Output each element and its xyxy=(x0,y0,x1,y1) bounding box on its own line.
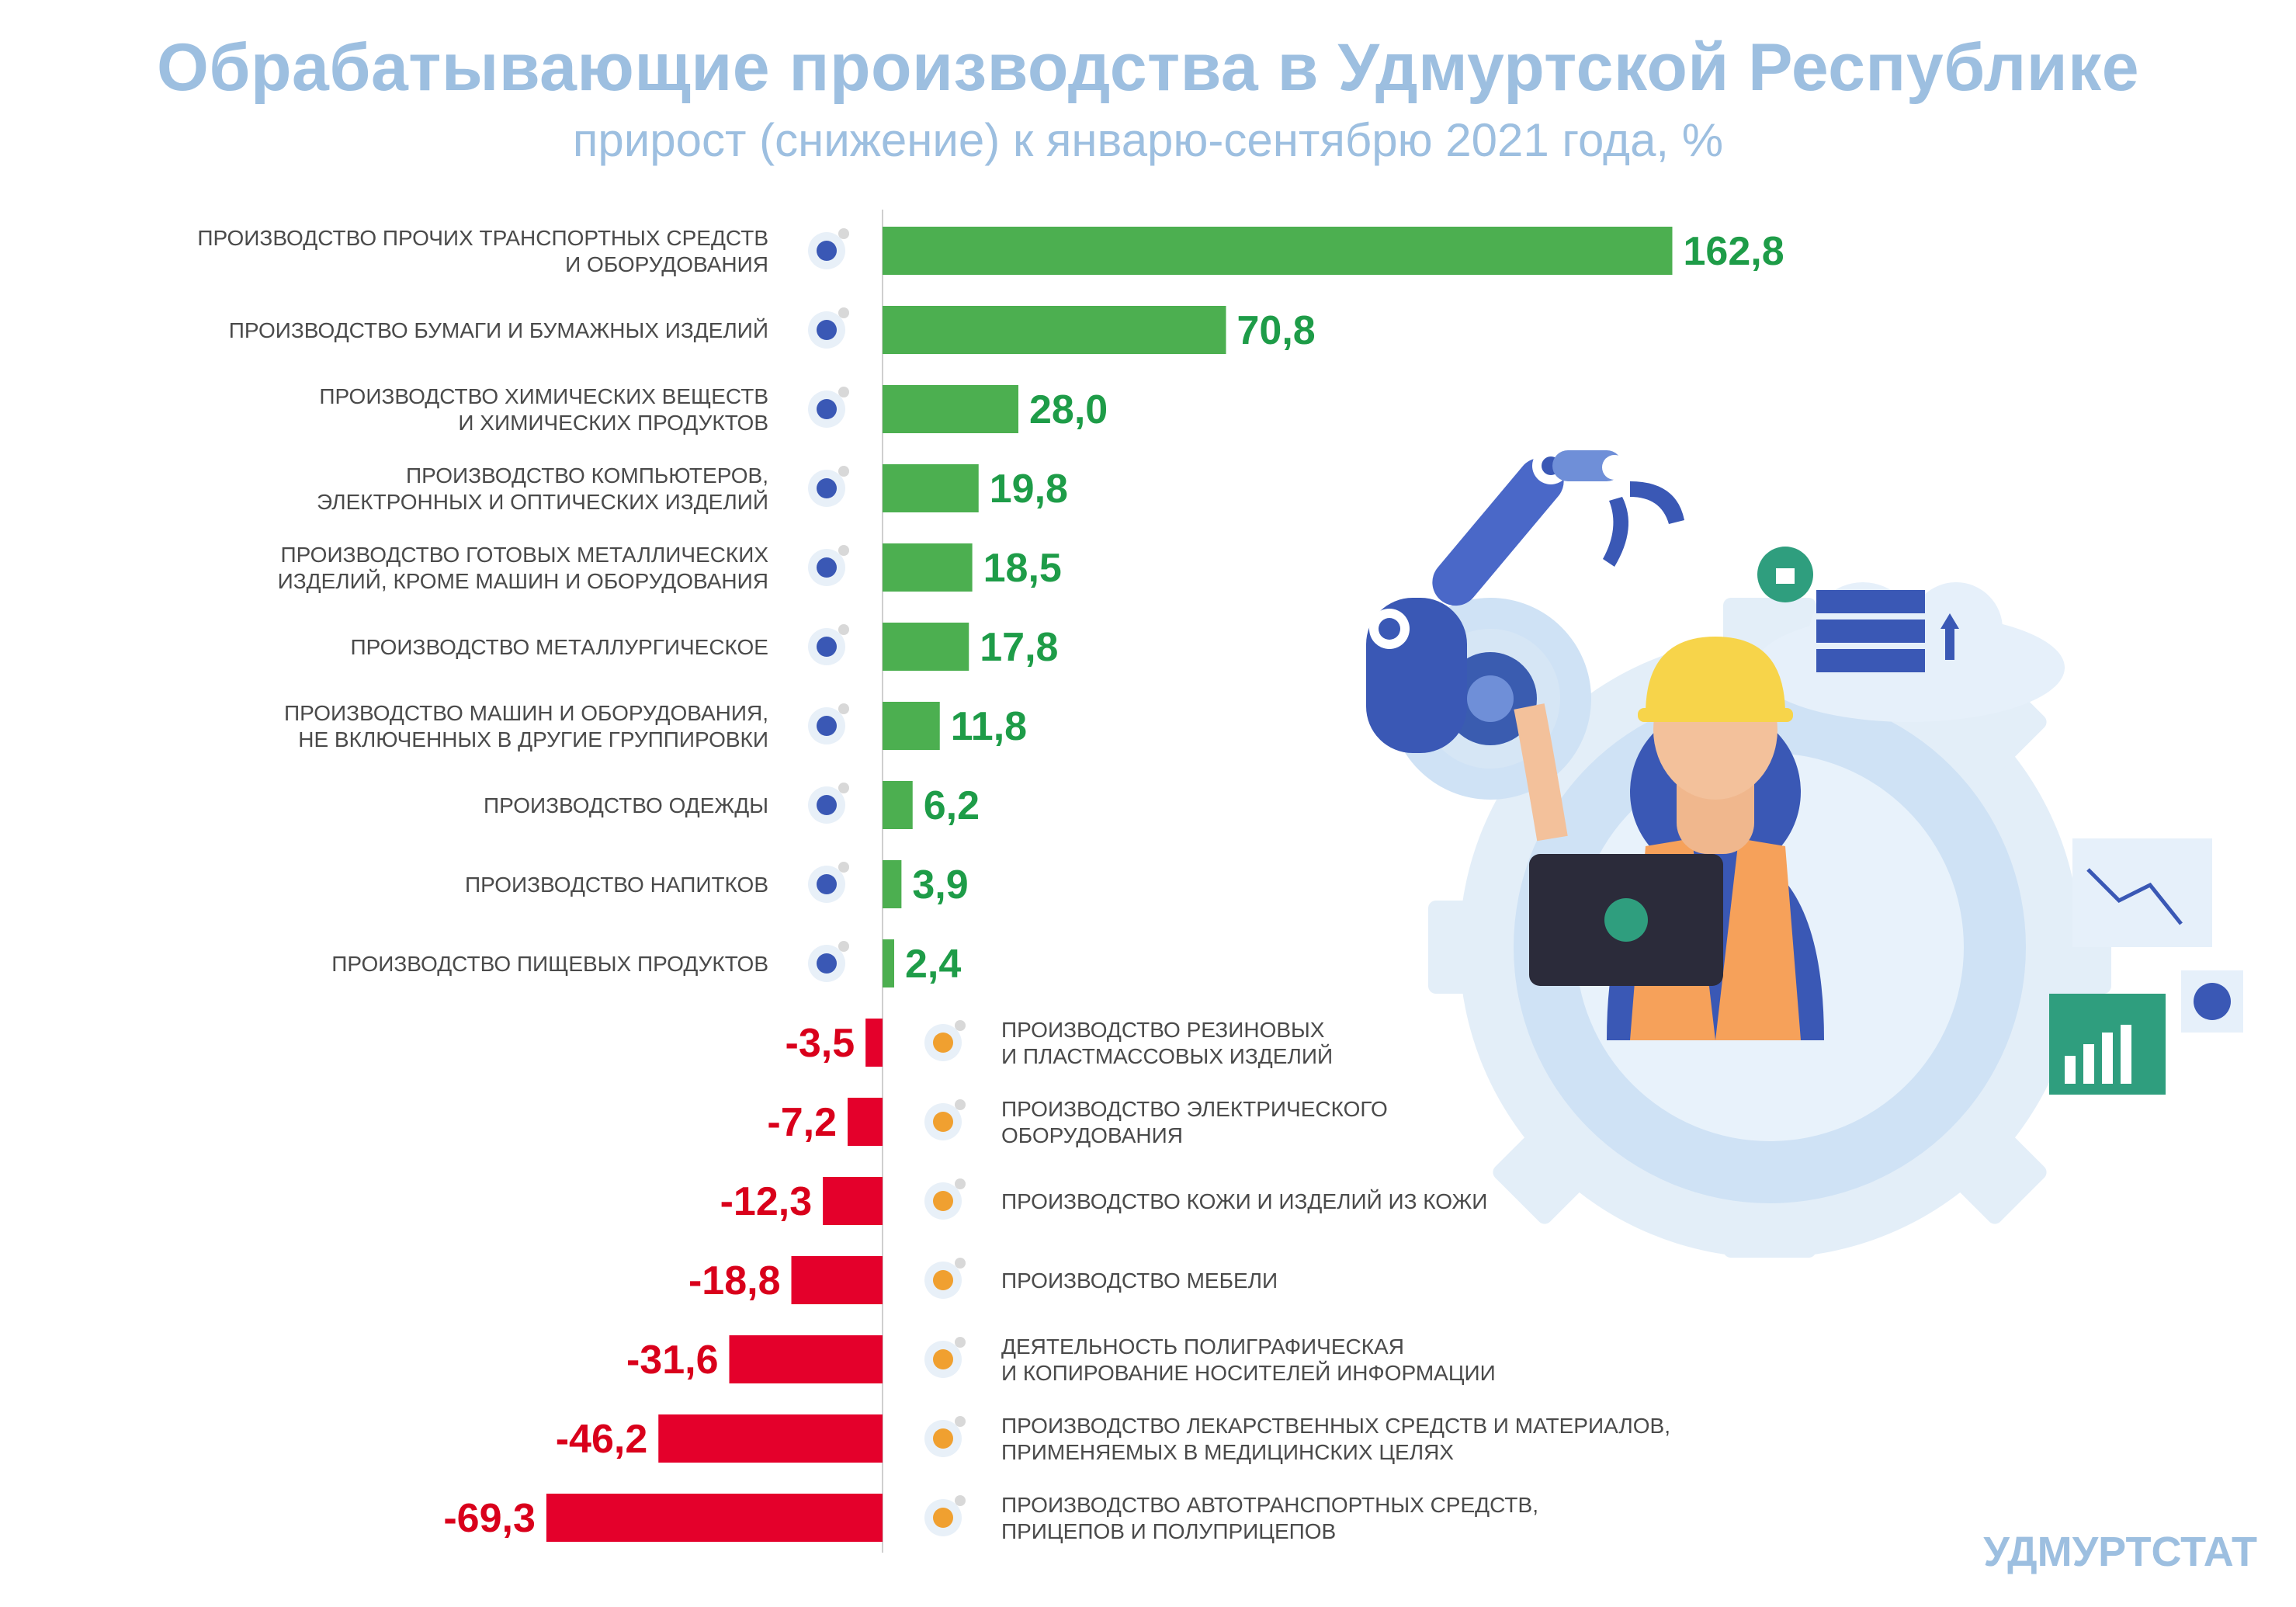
bottle-icon xyxy=(808,862,849,903)
paper-book-icon xyxy=(808,307,849,349)
value-label-16: -46,2 xyxy=(556,1417,648,1462)
category-label-17: ПРОИЗВОДСТВО АВТОТРАНСПОРТНЫХ СРЕДСТВ, ПР… xyxy=(1001,1493,1538,1543)
printed-photos-icon xyxy=(924,1337,966,1378)
value-label-4: 19,8 xyxy=(990,467,1068,512)
category-label-2: ПРОИЗВОДСТВО БУМАГИ И БУМАЖНЫХ ИЗДЕЛИЙ xyxy=(229,318,768,342)
bicycle-icon xyxy=(808,228,849,269)
robot-arm-icon xyxy=(808,703,849,744)
bar-14 xyxy=(791,1256,883,1304)
bar-3 xyxy=(883,385,1018,433)
test-tube-icon xyxy=(808,387,849,428)
car-icon xyxy=(924,1495,966,1536)
value-label-1: 162,8 xyxy=(1684,229,1784,274)
value-label-14: -18,8 xyxy=(688,1258,781,1303)
category-label-8: ПРОИЗВОДСТВО ОДЕЖДЫ xyxy=(484,793,768,817)
bar-8 xyxy=(883,781,913,829)
cloud-server-icon xyxy=(1754,547,2065,722)
category-label-7: ПРОИЗВОДСТВО МАШИН И ОБОРУДОВАНИЯ, НЕ ВКЛ… xyxy=(284,701,768,751)
bar-10 xyxy=(883,939,894,987)
category-label-16: ПРОИЗВОДСТВО ЛЕКАРСТВЕННЫХ СРЕДСТВ И МАТ… xyxy=(1001,1414,1670,1464)
category-label-3: ПРОИЗВОДСТВО ХИМИЧЕСКИХ ВЕЩЕСТВ И ХИМИЧЕС… xyxy=(319,384,768,435)
category-label-14: ПРОИЗВОДСТВО МЕБЕЛИ xyxy=(1001,1269,1278,1293)
medicine-jar-icon xyxy=(924,1416,966,1457)
category-label-4: ПРОИЗВОДСТВО КОМПЬЮТЕРОВ, ЭЛЕКТРОННЫХ И О… xyxy=(317,463,768,514)
bar-4 xyxy=(883,464,979,512)
value-label-8: 6,2 xyxy=(924,783,980,828)
bar-12 xyxy=(848,1098,883,1146)
category-label-10: ПРОИЗВОДСТВО ПИЩЕВЫХ ПРОДУКТОВ xyxy=(331,952,768,976)
value-label-5: 18,5 xyxy=(983,546,1062,591)
value-label-2: 70,8 xyxy=(1237,308,1316,353)
bar-13 xyxy=(823,1177,883,1225)
bar-11 xyxy=(865,1019,883,1067)
bar-1 xyxy=(883,227,1673,275)
value-label-13: -12,3 xyxy=(720,1179,813,1224)
value-label-11: -3,5 xyxy=(786,1021,855,1066)
worker-illustration xyxy=(1366,447,2243,1258)
value-label-3: 28,0 xyxy=(1029,387,1108,432)
value-label-6: 17,8 xyxy=(980,625,1058,670)
bar-17 xyxy=(546,1494,883,1542)
worker-icon xyxy=(1514,637,1824,1040)
chart-title: Обрабатывающие производства в Удмуртской… xyxy=(156,30,2140,105)
category-label-11: ПРОИЗВОДСТВО РЕЗИНОВЫХ И ПЛАСТМАССОВЫХ ИЗ… xyxy=(1001,1018,1333,1068)
value-label-17: -69,3 xyxy=(443,1496,536,1541)
bar-5 xyxy=(883,543,973,592)
bar-9 xyxy=(883,860,902,908)
value-label-9: 3,9 xyxy=(912,863,968,908)
bar-2 xyxy=(883,306,1226,354)
leather-hide-icon xyxy=(924,1178,966,1220)
wardrobe-icon xyxy=(924,1258,966,1299)
value-label-10: 2,4 xyxy=(905,942,961,987)
category-label-13: ПРОИЗВОДСТВО КОЖИ И ИЗДЕЛИЙ ИЗ КОЖИ xyxy=(1001,1189,1487,1213)
monitor-icon xyxy=(808,466,849,507)
category-label-1: ПРОИЗВОДСТВО ПРОЧИХ ТРАНСПОРТНЫХ СРЕДСТВ… xyxy=(197,226,768,276)
gears-icon xyxy=(808,545,849,586)
value-label-12: -7,2 xyxy=(767,1100,837,1145)
drill-icon xyxy=(924,1099,966,1140)
bar-16 xyxy=(658,1414,883,1463)
category-label-9: ПРОИЗВОДСТВО НАПИТКОВ xyxy=(465,873,768,897)
bar-6 xyxy=(883,623,969,671)
chart-subtitle: прирост (снижение) к январю-сентябрю 202… xyxy=(572,114,1724,166)
chart-panels-icon xyxy=(2049,838,2243,1095)
bar-7 xyxy=(883,702,940,750)
category-label-5: ПРОИЗВОДСТВО ГОТОВЫХ МЕТАЛЛИЧЕСКИХ ИЗДЕЛИ… xyxy=(278,543,769,593)
category-label-6: ПРОИЗВОДСТВО МЕТАЛЛУРГИЧЕСКОЕ xyxy=(350,635,768,659)
bar-15 xyxy=(729,1335,883,1383)
rubber-boot-icon xyxy=(924,1020,966,1061)
clothing-icon xyxy=(808,783,849,824)
category-label-12: ПРОИЗВОДСТВО ЭЛЕКТРИЧЕСКОГО ОБОРУДОВАНИЯ xyxy=(1001,1097,1388,1147)
category-label-15: ДЕЯТЕЛЬНОСТЬ ПОЛИГРАФИЧЕСКАЯ И КОПИРОВАНИ… xyxy=(1001,1335,1496,1385)
ladle-icon xyxy=(808,624,849,665)
source-label: УДМУРТСТАТ xyxy=(1983,1529,2257,1575)
value-label-15: -31,6 xyxy=(626,1338,719,1383)
value-label-7: 11,8 xyxy=(951,704,1027,749)
ice-cream-icon xyxy=(808,941,849,982)
